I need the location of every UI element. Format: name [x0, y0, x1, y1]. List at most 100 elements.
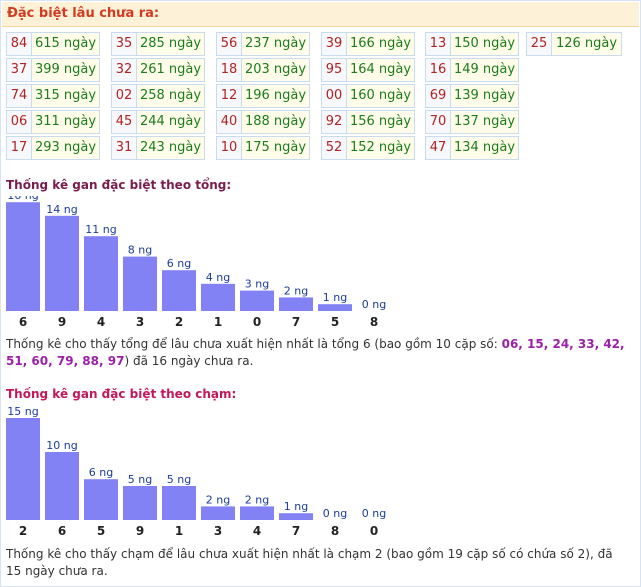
bar: [6, 418, 40, 520]
grid-cell: 18 203 ngày: [216, 58, 310, 82]
cham-section-title: Thống kê gan đặc biệt theo chạm:: [6, 387, 237, 401]
bar: [162, 486, 196, 520]
bar: [84, 479, 118, 520]
days-absent: 150 ngày: [451, 33, 518, 55]
grid-cell: 37 399 ngày: [6, 58, 100, 82]
days-absent: 311 ngày: [32, 111, 99, 133]
pair-number: 56: [217, 33, 242, 55]
category-label: 9: [136, 524, 144, 538]
days-absent: 293 ngày: [32, 137, 99, 159]
grid-cell: 16 149 ngày: [425, 58, 519, 82]
pair-number: 31: [112, 137, 137, 159]
pair-number: 92: [322, 111, 347, 133]
bar-value-label: 5 ng: [167, 473, 191, 486]
bar-value-label: 16 ng: [7, 196, 38, 202]
days-absent: 244 ngày: [137, 111, 204, 133]
category-label: 8: [370, 315, 378, 328]
pair-number: 25: [527, 33, 552, 55]
days-absent: 137 ngày: [451, 111, 518, 133]
bar-value-label: 1 ng: [323, 291, 347, 304]
bar: [6, 202, 40, 311]
bar: [123, 256, 157, 311]
pair-number: 40: [217, 111, 242, 133]
grid-cell: 84 615 ngày: [6, 32, 100, 56]
pair-number: 84: [7, 33, 32, 55]
pair-number: 35: [112, 33, 137, 55]
pair-number: 39: [322, 33, 347, 55]
days-absent: 196 ngày: [242, 85, 309, 107]
days-absent: 156 ngày: [347, 111, 414, 133]
pair-number: 12: [217, 85, 242, 107]
sum-description: Thống kê cho thấy tổng để lâu chưa xuất …: [6, 336, 631, 370]
bar-value-label: 0 ng: [323, 507, 347, 520]
bar-value-label: 15 ng: [7, 405, 38, 418]
category-label: 2: [175, 315, 183, 328]
grid-cell: 02 258 ngày: [111, 84, 205, 108]
pair-number: 17: [7, 137, 32, 159]
days-absent: 203 ngày: [242, 59, 309, 81]
grid-cell: 39 166 ngày: [321, 32, 415, 56]
days-absent: 139 ngày: [451, 85, 518, 107]
pair-number: 95: [322, 59, 347, 81]
grid-cell: 45 244 ngày: [111, 110, 205, 134]
bar-value-label: 6 ng: [167, 257, 191, 270]
category-label: 5: [97, 524, 105, 538]
pair-number: 47: [426, 137, 451, 159]
days-absent: 160 ngày: [347, 85, 414, 107]
grid-cell: 00 160 ngày: [321, 84, 415, 108]
category-label: 8: [331, 524, 339, 538]
bar-value-label: 14 ng: [46, 203, 77, 216]
grid-cell: 17 293 ngày: [6, 136, 100, 160]
category-label: 2: [19, 524, 27, 538]
grid-cell: 06 311 ngày: [6, 110, 100, 134]
bar-value-label: 11 ng: [85, 223, 116, 236]
bar-value-label: 4 ng: [206, 271, 230, 284]
bar-value-label: 10 ng: [46, 439, 77, 452]
cham-description: Thống kê cho thấy chạm để lâu chưa xuất …: [6, 547, 613, 578]
grid-cell: 40 188 ngày: [216, 110, 310, 134]
bar: [84, 236, 118, 311]
bar: [240, 290, 274, 311]
pair-number: 06: [7, 111, 32, 133]
grid-cell: 95 164 ngày: [321, 58, 415, 82]
days-absent: 166 ngày: [347, 33, 414, 55]
days-absent: 261 ngày: [137, 59, 204, 81]
sum-desc-numbers: 06, 15, 24, 33, 42, 51, 60, 79, 88, 97: [6, 337, 625, 368]
panel-header: Đặc biệt lâu chưa ra:: [2, 2, 639, 27]
days-absent: 315 ngày: [32, 85, 99, 107]
bar-value-label: 6 ng: [89, 466, 113, 479]
category-label: 6: [58, 524, 66, 538]
bar-value-label: 2 ng: [284, 284, 308, 297]
bar-value-label: 2 ng: [245, 493, 269, 506]
days-absent: 175 ngày: [242, 137, 309, 159]
days-absent: 188 ngày: [242, 111, 309, 133]
category-label: 3: [136, 315, 144, 328]
pair-number: 74: [7, 85, 32, 107]
bar-value-label: 1 ng: [284, 500, 308, 513]
bar-value-label: 3 ng: [245, 278, 269, 291]
grid-cell: 13 150 ngày: [425, 32, 519, 56]
bar: [123, 486, 157, 520]
sum-section-title: Thống kê gan đặc biệt theo tổng:: [6, 178, 232, 192]
pair-number: 37: [7, 59, 32, 81]
bar: [240, 506, 274, 520]
days-absent: 152 ngày: [347, 137, 414, 159]
days-absent: 285 ngày: [137, 33, 204, 55]
days-absent: 134 ngày: [451, 137, 518, 159]
days-absent: 399 ngày: [32, 59, 99, 81]
grid-cell: 70 137 ngày: [425, 110, 519, 134]
pair-number: 69: [426, 85, 451, 107]
pair-number: 32: [112, 59, 137, 81]
grid-cell: 12 196 ngày: [216, 84, 310, 108]
category-label: 7: [292, 524, 300, 538]
category-label: 4: [97, 315, 105, 328]
category-label: 7: [292, 315, 300, 328]
sum-bar-chart: 16 ng 6 14 ng 9 11 ng 4 8 ng 3 6 ng 2 4 ng 1 3 ng 0 2 …: [6, 196, 386, 328]
sum-desc-prefix: Thống kê cho thấy tổng để lâu chưa xuất …: [6, 337, 502, 351]
days-absent: 243 ngày: [137, 137, 204, 159]
category-label: 1: [214, 315, 222, 328]
grid-cell: 25 126 ngày: [526, 32, 622, 56]
pair-number: 02: [112, 85, 137, 107]
pair-number: 13: [426, 33, 451, 55]
